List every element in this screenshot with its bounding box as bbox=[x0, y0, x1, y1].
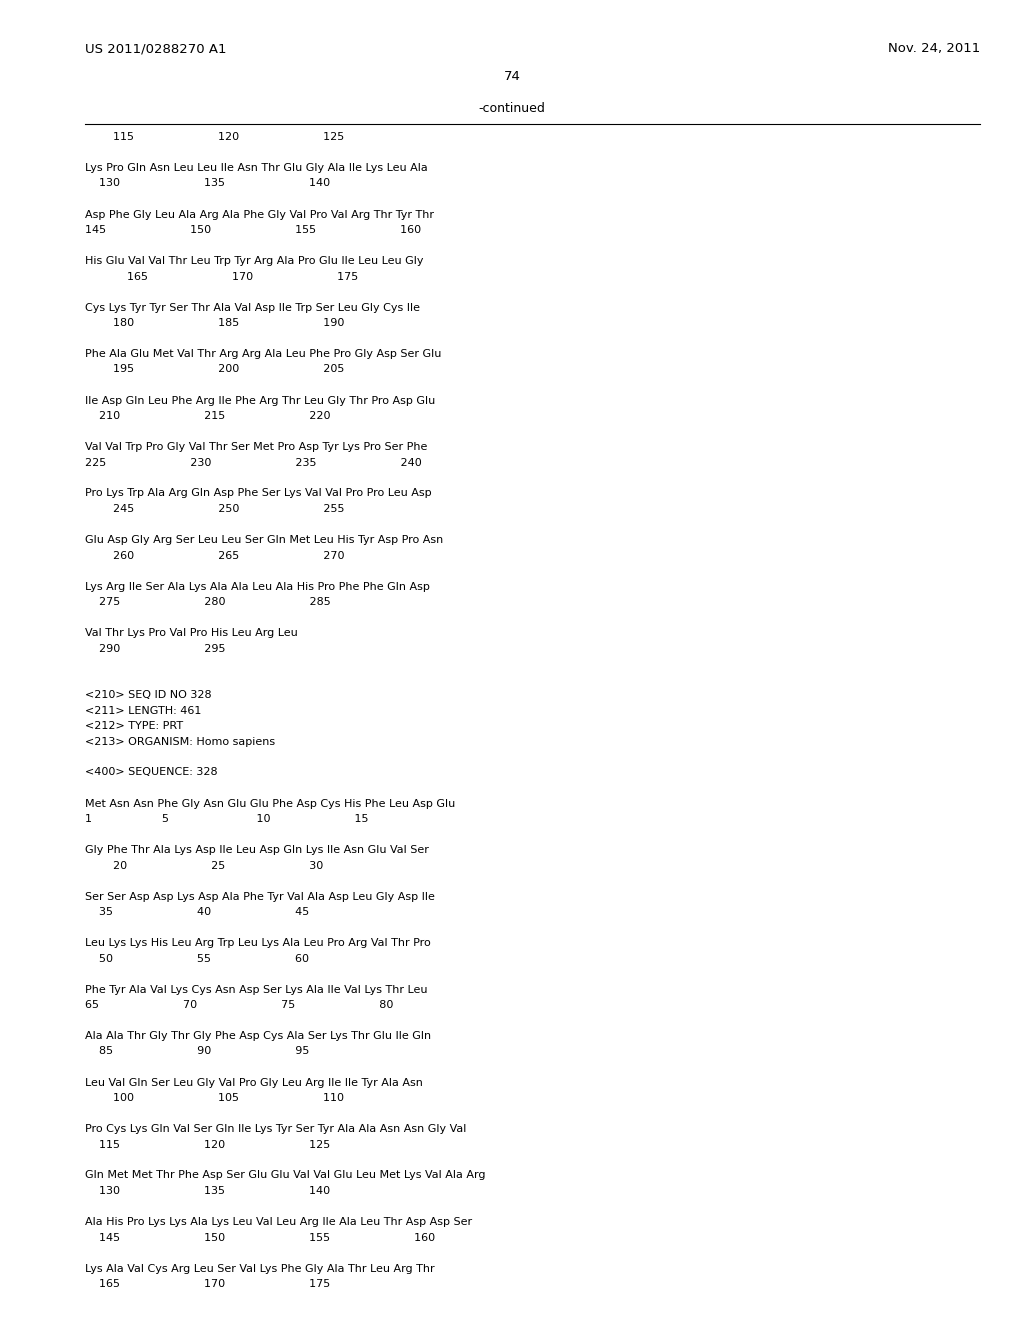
Text: 145                        150                        155                       : 145 150 155 bbox=[85, 224, 421, 235]
Text: Leu Val Gln Ser Leu Gly Val Pro Gly Leu Arg Ile Ile Tyr Ala Asn: Leu Val Gln Ser Leu Gly Val Pro Gly Leu … bbox=[85, 1077, 423, 1088]
Text: 74: 74 bbox=[504, 70, 520, 83]
Text: 50                        55                        60: 50 55 60 bbox=[85, 953, 309, 964]
Text: Pro Lys Trp Ala Arg Gln Asp Phe Ser Lys Val Val Pro Pro Leu Asp: Pro Lys Trp Ala Arg Gln Asp Phe Ser Lys … bbox=[85, 488, 432, 499]
Text: 225                        230                        235                       : 225 230 235 bbox=[85, 458, 422, 467]
Text: Phe Tyr Ala Val Lys Cys Asn Asp Ser Lys Ala Ile Val Lys Thr Leu: Phe Tyr Ala Val Lys Cys Asn Asp Ser Lys … bbox=[85, 985, 427, 994]
Text: 100                        105                        110: 100 105 110 bbox=[85, 1093, 344, 1104]
Text: Pro Cys Lys Gln Val Ser Gln Ile Lys Tyr Ser Tyr Ala Ala Asn Asn Gly Val: Pro Cys Lys Gln Val Ser Gln Ile Lys Tyr … bbox=[85, 1125, 466, 1134]
Text: Phe Ala Glu Met Val Thr Arg Arg Ala Leu Phe Pro Gly Asp Ser Glu: Phe Ala Glu Met Val Thr Arg Arg Ala Leu … bbox=[85, 348, 441, 359]
Text: 1                    5                         10                        15: 1 5 10 15 bbox=[85, 814, 369, 824]
Text: <212> TYPE: PRT: <212> TYPE: PRT bbox=[85, 721, 183, 731]
Text: 85                        90                        95: 85 90 95 bbox=[85, 1047, 309, 1056]
Text: Glu Asp Gly Arg Ser Leu Leu Ser Gln Met Leu His Tyr Asp Pro Asn: Glu Asp Gly Arg Ser Leu Leu Ser Gln Met … bbox=[85, 535, 443, 545]
Text: 65                        70                        75                        80: 65 70 75 80 bbox=[85, 1001, 393, 1010]
Text: Lys Pro Gln Asn Leu Leu Ile Asn Thr Glu Gly Ala Ile Lys Leu Ala: Lys Pro Gln Asn Leu Leu Ile Asn Thr Glu … bbox=[85, 162, 428, 173]
Text: Ala Ala Thr Gly Thr Gly Phe Asp Cys Ala Ser Lys Thr Glu Ile Gln: Ala Ala Thr Gly Thr Gly Phe Asp Cys Ala … bbox=[85, 1031, 431, 1041]
Text: Met Asn Asn Phe Gly Asn Glu Glu Phe Asp Cys His Phe Leu Asp Glu: Met Asn Asn Phe Gly Asn Glu Glu Phe Asp … bbox=[85, 799, 456, 808]
Text: Val Val Trp Pro Gly Val Thr Ser Met Pro Asp Tyr Lys Pro Ser Phe: Val Val Trp Pro Gly Val Thr Ser Met Pro … bbox=[85, 442, 427, 451]
Text: 210                        215                        220: 210 215 220 bbox=[85, 411, 331, 421]
Text: Ser Ser Asp Asp Lys Asp Ala Phe Tyr Val Ala Asp Leu Gly Asp Ile: Ser Ser Asp Asp Lys Asp Ala Phe Tyr Val … bbox=[85, 891, 435, 902]
Text: 165                        170                        175: 165 170 175 bbox=[85, 272, 358, 281]
Text: <213> ORGANISM: Homo sapiens: <213> ORGANISM: Homo sapiens bbox=[85, 737, 275, 747]
Text: Ala His Pro Lys Lys Ala Lys Leu Val Leu Arg Ile Ala Leu Thr Asp Asp Ser: Ala His Pro Lys Lys Ala Lys Leu Val Leu … bbox=[85, 1217, 472, 1228]
Text: 195                        200                        205: 195 200 205 bbox=[85, 364, 344, 375]
Text: <210> SEQ ID NO 328: <210> SEQ ID NO 328 bbox=[85, 690, 212, 700]
Text: Ile Asp Gln Leu Phe Arg Ile Phe Arg Thr Leu Gly Thr Pro Asp Glu: Ile Asp Gln Leu Phe Arg Ile Phe Arg Thr … bbox=[85, 396, 435, 405]
Text: Lys Arg Ile Ser Ala Lys Ala Ala Leu Ala His Pro Phe Phe Gln Asp: Lys Arg Ile Ser Ala Lys Ala Ala Leu Ala … bbox=[85, 582, 430, 591]
Text: 290                        295: 290 295 bbox=[85, 644, 225, 653]
Text: Asp Phe Gly Leu Ala Arg Ala Phe Gly Val Pro Val Arg Thr Tyr Thr: Asp Phe Gly Leu Ala Arg Ala Phe Gly Val … bbox=[85, 210, 434, 219]
Text: US 2011/0288270 A1: US 2011/0288270 A1 bbox=[85, 42, 226, 55]
Text: 130                        135                        140: 130 135 140 bbox=[85, 178, 330, 189]
Text: Cys Lys Tyr Tyr Ser Thr Ala Val Asp Ile Trp Ser Leu Gly Cys Ile: Cys Lys Tyr Tyr Ser Thr Ala Val Asp Ile … bbox=[85, 302, 420, 313]
Text: 115                        120                        125: 115 120 125 bbox=[85, 132, 344, 143]
Text: 165                        170                        175: 165 170 175 bbox=[85, 1279, 331, 1290]
Text: 35                        40                        45: 35 40 45 bbox=[85, 907, 309, 917]
Text: 20                        25                        30: 20 25 30 bbox=[85, 861, 324, 870]
Text: Gly Phe Thr Ala Lys Asp Ile Leu Asp Gln Lys Ile Asn Glu Val Ser: Gly Phe Thr Ala Lys Asp Ile Leu Asp Gln … bbox=[85, 845, 429, 855]
Text: -continued: -continued bbox=[478, 102, 546, 115]
Text: 260                        265                        270: 260 265 270 bbox=[85, 550, 344, 561]
Text: Gln Met Met Thr Phe Asp Ser Glu Glu Val Val Glu Leu Met Lys Val Ala Arg: Gln Met Met Thr Phe Asp Ser Glu Glu Val … bbox=[85, 1171, 485, 1180]
Text: 180                        185                        190: 180 185 190 bbox=[85, 318, 344, 327]
Text: Lys Ala Val Cys Arg Leu Ser Val Lys Phe Gly Ala Thr Leu Arg Thr: Lys Ala Val Cys Arg Leu Ser Val Lys Phe … bbox=[85, 1263, 434, 1274]
Text: 275                        280                        285: 275 280 285 bbox=[85, 597, 331, 607]
Text: 145                        150                        155                       : 145 150 155 bbox=[85, 1233, 435, 1242]
Text: Val Thr Lys Pro Val Pro His Leu Arg Leu: Val Thr Lys Pro Val Pro His Leu Arg Leu bbox=[85, 628, 298, 638]
Text: 245                        250                        255: 245 250 255 bbox=[85, 504, 344, 513]
Text: <400> SEQUENCE: 328: <400> SEQUENCE: 328 bbox=[85, 767, 218, 777]
Text: 115                        120                        125: 115 120 125 bbox=[85, 1139, 331, 1150]
Text: His Glu Val Val Thr Leu Trp Tyr Arg Ala Pro Glu Ile Leu Leu Gly: His Glu Val Val Thr Leu Trp Tyr Arg Ala … bbox=[85, 256, 424, 267]
Text: 130                        135                        140: 130 135 140 bbox=[85, 1185, 330, 1196]
Text: Nov. 24, 2011: Nov. 24, 2011 bbox=[888, 42, 980, 55]
Text: Leu Lys Lys His Leu Arg Trp Leu Lys Ala Leu Pro Arg Val Thr Pro: Leu Lys Lys His Leu Arg Trp Leu Lys Ala … bbox=[85, 939, 431, 948]
Text: <211> LENGTH: 461: <211> LENGTH: 461 bbox=[85, 705, 202, 715]
